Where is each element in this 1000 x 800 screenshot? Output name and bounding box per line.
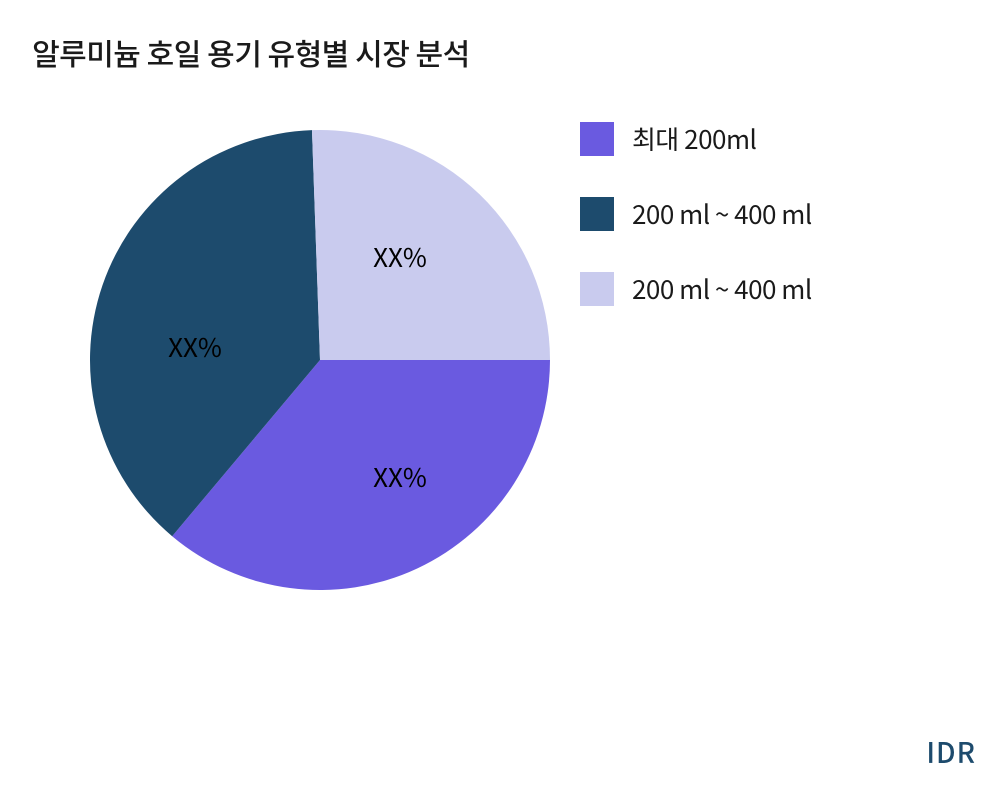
legend: 최대 200ml 200 ml ~ 400 ml 200 ml ~ 400 ml [580, 120, 812, 307]
pie-slice-slice-200-400ml-b [312, 130, 550, 360]
chart-container: 알루미늄 호일 용기 유형별 시장 분석 XX% XX% XX% 최대 200ml 2… [0, 0, 1000, 800]
footer-brand: IDR [926, 732, 976, 772]
pie-chart: XX% XX% XX% [80, 120, 560, 600]
pie-slice-label-slice-0-200ml: XX% [373, 458, 427, 495]
legend-item-slice-200-400ml-b: 200 ml ~ 400 ml [580, 270, 812, 307]
chart-title: 알루미늄 호일 용기 유형별 시장 분석 [32, 30, 470, 74]
legend-swatch-slice-0-200ml [580, 122, 614, 156]
pie-slice-label-slice-200-400ml-a: XX% [168, 328, 222, 365]
legend-item-slice-200-400ml-a: 200 ml ~ 400 ml [580, 195, 812, 232]
legend-label-slice-200-400ml-a: 200 ml ~ 400 ml [632, 195, 812, 232]
legend-label-slice-200-400ml-b: 200 ml ~ 400 ml [632, 270, 812, 307]
legend-item-slice-0-200ml: 최대 200ml [580, 120, 812, 157]
legend-swatch-slice-200-400ml-a [580, 197, 614, 231]
legend-swatch-slice-200-400ml-b [580, 272, 614, 306]
pie-slice-label-slice-200-400ml-b: XX% [373, 238, 427, 275]
pie-svg: XX% XX% XX% [80, 120, 560, 600]
legend-label-slice-0-200ml: 최대 200ml [632, 120, 756, 157]
